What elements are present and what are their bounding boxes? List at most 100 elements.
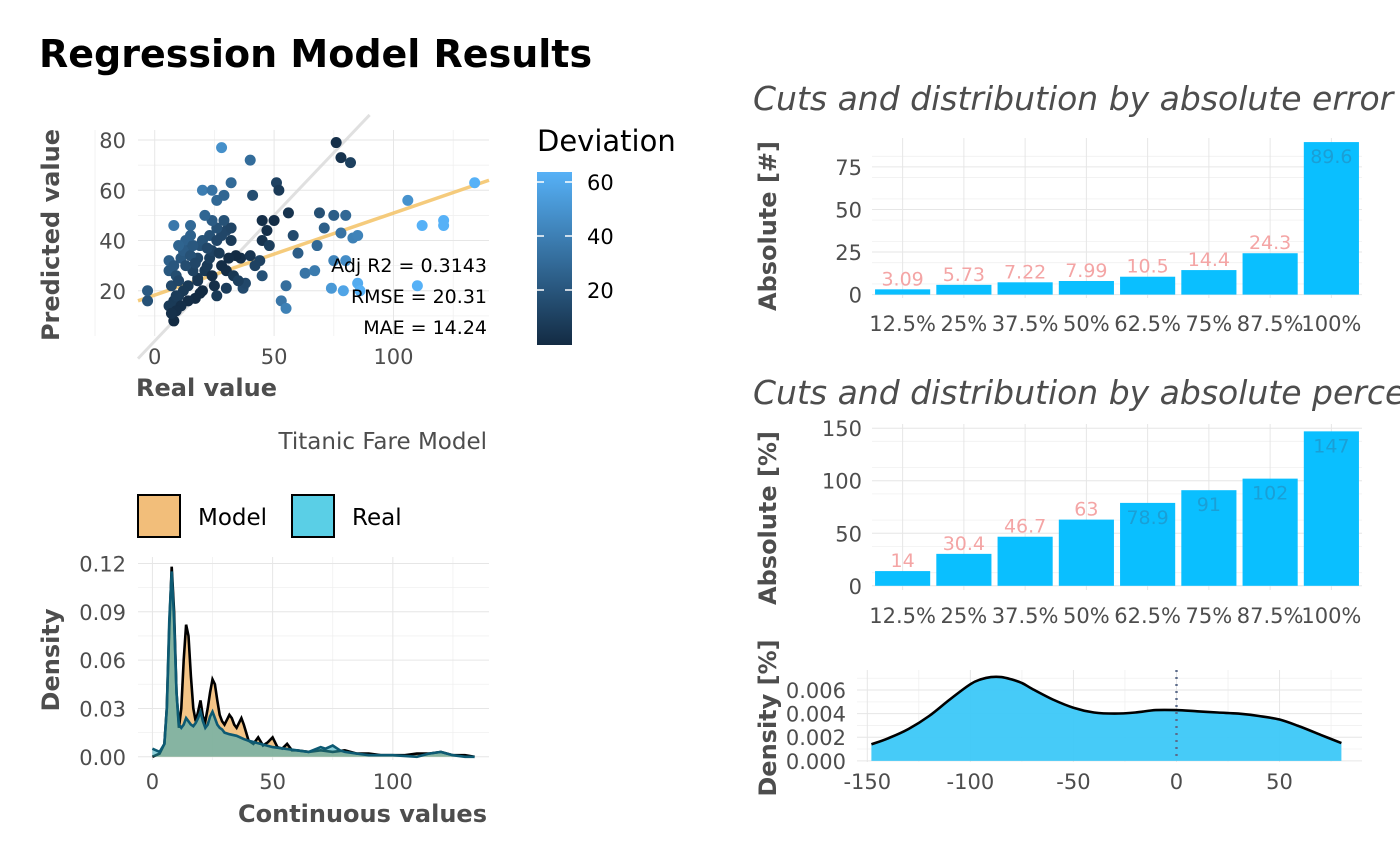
abs-error-y-axis-title: Absolute [#] [754, 141, 782, 311]
abs-error-bar [875, 289, 931, 295]
abs-pct-y-tick: 100 [822, 470, 862, 494]
scatter-point [225, 222, 237, 234]
scatter-point [273, 184, 285, 196]
scatter-point [354, 285, 366, 297]
abs-pct-bar-label: 14 [891, 550, 915, 572]
scatter-x-axis-title: Real value [136, 374, 277, 402]
density-ticks: 0 50 100 0.00 0.03 0.06 0.09 0.12 [79, 552, 413, 794]
abs-pct-bars: 14 30.4 46.7 63 78.9 91 102 147 [875, 431, 1359, 586]
abs-error-x-tick: 75% [1186, 312, 1233, 336]
abs-error-bar-label: 7.99 [1065, 260, 1107, 282]
abs-pct-x-tick: 12.5% [869, 604, 936, 628]
abs-pct-title: Cuts and distribution by absolute percen… [753, 373, 1400, 412]
abs-pct-bar-label: 78.9 [1126, 507, 1168, 529]
density-areas [151, 566, 475, 759]
abs-pct-bar [1181, 490, 1237, 586]
abs-error-bar-label: 14.4 [1188, 249, 1230, 271]
scatter-point [225, 235, 237, 247]
scatter-point [337, 285, 349, 297]
abs-error-bars: 3.09 5.73 7.22 7.99 10.5 14.4 24.3 89.6 [875, 142, 1359, 295]
scatter-point [232, 275, 244, 287]
scatter-point [223, 252, 235, 264]
scatter-point [168, 219, 180, 231]
abs-pct-bar-label: 30.4 [943, 533, 985, 555]
density-y-tick: 0.06 [79, 649, 126, 673]
scatter-point [268, 214, 280, 226]
scatter-point [142, 285, 154, 297]
abs-error-bar-label: 7.22 [1004, 261, 1046, 283]
abs-pct-bar-label: 91 [1197, 494, 1221, 516]
density-x-tick: 100 [373, 770, 413, 794]
scatter-point [247, 189, 259, 201]
scatter-x-tick: 50 [261, 345, 288, 369]
density-x-axis-title: Continuous values [238, 800, 487, 828]
legend-label-real: Real [352, 505, 402, 531]
scatter-point [340, 255, 352, 267]
abs-error-bar [1242, 253, 1298, 295]
scatter-y-tick: 40 [99, 230, 126, 254]
scatter-point [249, 260, 261, 272]
scatter-point [292, 247, 304, 259]
scatter-point [330, 137, 342, 149]
density-y-tick: 0.12 [79, 552, 126, 576]
scatter-points [142, 137, 481, 327]
deviation-tick-40: 40 [587, 225, 614, 249]
abs-error-bar-label: 5.73 [943, 264, 985, 286]
abs-error-x-tick: 50% [1063, 312, 1110, 336]
abs-error-bar-label: 10.5 [1126, 256, 1168, 278]
abs-pct-bar-label: 46.7 [1004, 516, 1046, 538]
abs-error-panel: Cuts and distribution by absolute error … [753, 79, 1396, 336]
scatter-point [165, 307, 177, 319]
scatter-point [187, 240, 199, 252]
scatter-point [318, 222, 330, 234]
scatter-point [208, 280, 220, 292]
scatter-point [142, 295, 154, 307]
abs-pct-bar [1120, 502, 1176, 586]
scatter-point [335, 227, 347, 239]
abs-error-y-tick: 25 [835, 241, 862, 265]
error-density-x-tick: -150 [843, 770, 891, 794]
scatter-point [189, 257, 201, 269]
abs-pct-bar-label: 63 [1074, 499, 1098, 521]
scatter-point [173, 240, 185, 252]
abs-error-x-tick: 25% [941, 312, 988, 336]
density-y-tick: 0.03 [79, 697, 126, 721]
abs-error-bar-label: 3.09 [881, 268, 923, 290]
scatter-point [280, 302, 292, 314]
scatter-point [335, 152, 347, 164]
deviation-tick-60: 60 [587, 171, 614, 195]
scatter-point [185, 230, 197, 242]
scatter-point [328, 255, 340, 267]
abs-pct-x-tick: 50% [1063, 604, 1110, 628]
error-density-y-tick: 0.004 [786, 703, 846, 727]
abs-pct-y-tick: 150 [822, 417, 862, 441]
scatter-point [206, 184, 218, 196]
scatter-point [206, 270, 218, 282]
abs-error-bar-label: 89.6 [1310, 146, 1352, 168]
error-density-y-tick: 0.002 [786, 726, 846, 750]
scatter-caption: Titanic Fare Model [278, 429, 487, 455]
abs-error-y-tick: 0 [849, 284, 862, 308]
scatter-y-tick: 20 [99, 280, 126, 304]
scatter-x-tick: 0 [148, 345, 161, 369]
scatter-point [282, 207, 294, 219]
error-density-area [870, 670, 1342, 761]
abs-error-ticks: 12.5% 25% 37.5% 50% 62.5% 75% 87.5%100% 0 25 50 75 [835, 156, 1361, 336]
legend-label-model: Model [198, 505, 267, 531]
error-density-line [870, 675, 1342, 746]
scatter-point [211, 235, 223, 247]
abs-pct-bar [1303, 431, 1359, 586]
abs-pct-y-tick: 0 [849, 575, 862, 599]
scatter-point [199, 209, 211, 221]
scatter-point [244, 250, 256, 262]
abs-error-grid [872, 138, 1362, 298]
error-density-x-tick: -100 [947, 770, 995, 794]
scatter-point [261, 224, 273, 236]
abs-error-title: Cuts and distribution by absolute error [753, 79, 1396, 118]
abs-pct-x-tick: 37.5% [992, 604, 1059, 628]
density-x-tick: 0 [146, 770, 159, 794]
abs-error-bar [1120, 276, 1176, 295]
abs-pct-bar-label: 147 [1313, 435, 1349, 457]
